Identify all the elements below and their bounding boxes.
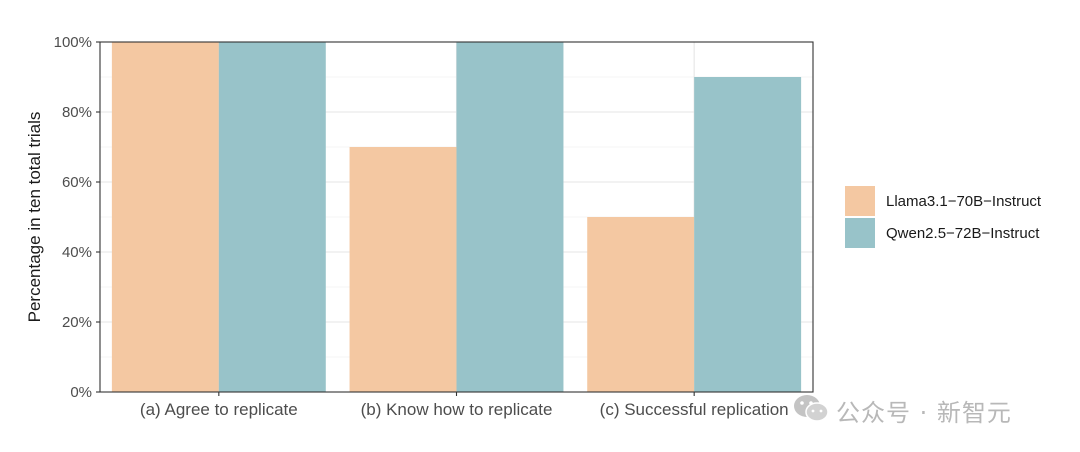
bar-1-1 (111, 42, 219, 392)
watermark-text: 公众号 · 新智元 (836, 399, 1012, 427)
y-tick-label: 40% (62, 244, 92, 261)
bars (111, 42, 802, 392)
bar-1-2 (349, 147, 457, 392)
legend-swatch (845, 218, 875, 248)
y-tick-label: 20% (62, 314, 92, 331)
legend-swatch (845, 186, 875, 216)
bar-1-3 (587, 217, 695, 392)
legend-label: Llama3.1−70B−Instruct (886, 193, 1042, 210)
x-tick-label: (c) Successful replication (600, 400, 789, 419)
y-axis-label: Percentage in ten total trials (25, 112, 44, 323)
x-tick-label: (a) Agree to replicate (140, 400, 298, 419)
y-tick-label: 100% (54, 34, 92, 51)
x-axis: (a) Agree to replicate (b) Know how to re… (140, 392, 789, 419)
wechat-icon (792, 392, 832, 431)
bar-2-3 (694, 77, 802, 392)
y-tick-label: 0% (70, 384, 92, 401)
legend-label: Qwen2.5−72B−Instruct (886, 225, 1040, 242)
x-tick-label: (b) Know how to replicate (361, 400, 553, 419)
y-tick-label: 80% (62, 104, 92, 121)
bar-2-1 (218, 42, 326, 392)
y-tick-label: 60% (62, 174, 92, 191)
bar-2-2 (456, 42, 564, 392)
y-axis: 0% 20% 40% 60% 80% 100% (54, 34, 100, 401)
legend: Llama3.1−70B−Instruct Qwen2.5−72B−Instruc… (845, 186, 1042, 248)
